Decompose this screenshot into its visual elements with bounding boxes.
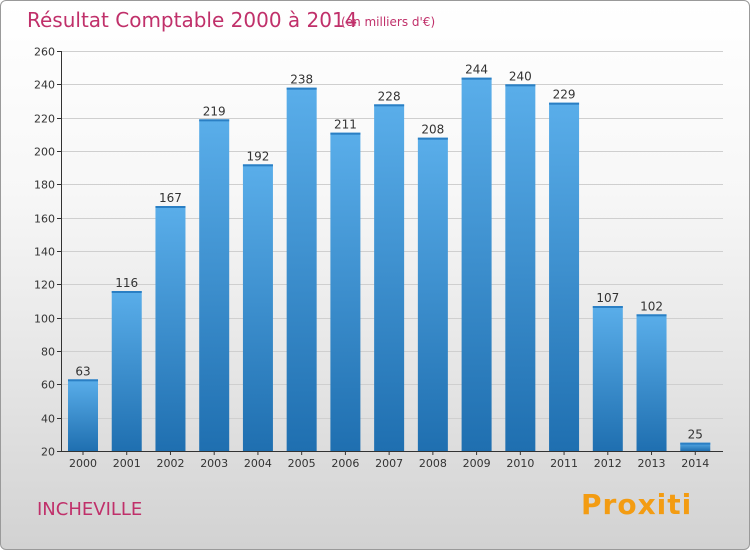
x-tick-label-2006: 2006 (331, 457, 359, 470)
data-label-2005: 238 (290, 73, 313, 87)
x-axis-ticks: 2000 2001 2002 2003 2004 2005 2006 2007 2008 2009… (69, 451, 709, 470)
y-axis-ticks: 20 40 60 80 100 120 140 160 180 200 220 240 260 (34, 46, 61, 459)
data-label-2009: 244 (465, 63, 488, 77)
bar-cap-2002 (155, 206, 186, 208)
bar-2001 (111, 291, 142, 451)
bar-cap-2007 (374, 104, 405, 107)
bar-cap-2005 (286, 87, 317, 90)
bar-2012 (592, 306, 623, 451)
data-label-2012: 107 (596, 291, 619, 305)
data-label-2007: 228 (378, 89, 401, 103)
y-tick-label: 40 (41, 413, 55, 426)
data-label-2002: 167 (159, 191, 182, 205)
x-tick-label-2014: 2014 (681, 457, 709, 470)
bar-2009 (461, 77, 492, 452)
x-tick-label-2007: 2007 (375, 457, 403, 470)
bar-2011 (549, 102, 580, 452)
y-tick-label: 20 (41, 446, 55, 459)
bar-cap-2012 (592, 306, 623, 308)
bar-cap-2013 (636, 314, 667, 317)
y-tick-label: 180 (34, 179, 55, 192)
y-tick-label: 200 (34, 146, 55, 159)
y-tick-label: 260 (34, 46, 55, 59)
x-tick-label-2011: 2011 (550, 457, 578, 470)
y-tick-label: 120 (34, 279, 55, 292)
x-tick-label-2004: 2004 (244, 457, 272, 470)
bar-cap-2009 (461, 77, 492, 80)
bar-cap-2000 (68, 379, 98, 382)
y-tick-label: 140 (34, 246, 55, 259)
bar-cap-2011 (549, 102, 580, 105)
x-tick-label-2009: 2009 (463, 457, 491, 470)
bars (68, 77, 711, 452)
bar-cap-2014 (680, 442, 711, 445)
y-tick-label: 100 (34, 313, 55, 326)
data-label-2000: 63 (75, 364, 90, 378)
y-tick-label: 160 (34, 213, 55, 226)
data-label-2003: 219 (203, 104, 226, 118)
data-label-2011: 229 (553, 88, 576, 102)
bar-2005 (286, 87, 317, 452)
x-tick-label-2001: 2001 (113, 457, 141, 470)
data-label-2010: 240 (509, 69, 532, 83)
x-tick-label-2003: 2003 (200, 457, 228, 470)
x-tick-label-2005: 2005 (288, 457, 316, 470)
bar-2003 (199, 119, 230, 451)
y-tick-label: 80 (41, 346, 55, 359)
x-tick-label-2012: 2012 (594, 457, 622, 470)
chart-subtitle: (en milliers d'€) (341, 15, 435, 29)
bar-cap-2003 (199, 119, 230, 122)
bar-cap-2008 (417, 137, 448, 140)
bar-2008 (417, 137, 448, 451)
data-label-2013: 102 (640, 299, 663, 313)
data-label-2008: 208 (421, 123, 444, 137)
data-label-2001: 116 (115, 276, 138, 290)
y-tick-label: 60 (41, 379, 55, 392)
proxiti-logo: Proxiti (581, 488, 693, 521)
chart-title: Résultat Comptable 2000 à 2014 (27, 8, 357, 32)
y-tick-label: 220 (34, 113, 55, 126)
x-tick-label-2000: 2000 (69, 457, 97, 470)
bar-2007 (374, 104, 405, 451)
data-label-2014: 25 (688, 428, 703, 442)
bar-cap-2006 (330, 132, 361, 135)
x-tick-label-2002: 2002 (156, 457, 184, 470)
bar-2006 (330, 132, 361, 451)
y-tick-label: 240 (34, 79, 55, 92)
data-label-2006: 211 (334, 118, 357, 132)
bar-2010 (505, 84, 536, 451)
bar-2013 (636, 314, 667, 451)
data-label-2004: 192 (246, 149, 269, 163)
data-labels: 63 116 167 219 192 238 211 228 208 244 240 229 107 10… (75, 63, 703, 442)
bar-2014 (680, 442, 711, 451)
bar-cap-2001 (111, 291, 142, 293)
bar-cap-2004 (242, 164, 273, 167)
bar-cap-2010 (505, 84, 536, 87)
bar-2004 (242, 164, 273, 452)
x-tick-label-2013: 2013 (638, 457, 666, 470)
x-tick-label-2010: 2010 (506, 457, 534, 470)
x-tick-label-2008: 2008 (419, 457, 447, 470)
bar-2002 (155, 206, 186, 451)
commune-name: INCHEVILLE (37, 499, 142, 520)
bar-2000 (68, 379, 98, 451)
